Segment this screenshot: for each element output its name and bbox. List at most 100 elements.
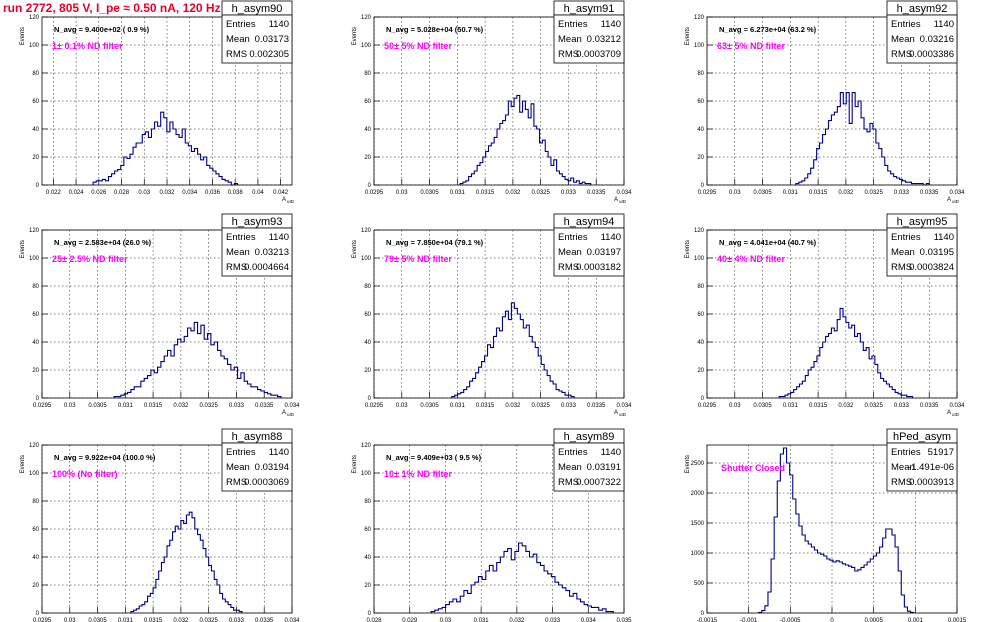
plot-frame (373, 229, 625, 399)
x-tick-label: 0.0315 (476, 190, 495, 196)
stat-label: Entries (891, 447, 921, 458)
histogram-panel-h_asym91: 0.0295 0.03 0.0305 0.031 0.0315 0.032 0.0325 0.… (352, 0, 632, 204)
filter-label: 100% (No filter) (52, 469, 118, 479)
x-tick-label: 0.026 (91, 190, 107, 196)
y-tick-label: 80 (32, 284, 39, 290)
stat-value: 1140 (269, 232, 289, 243)
stat-value: 0.0007322 (576, 477, 621, 488)
x-tick-label: 0.042 (273, 190, 289, 196)
x-tick-label: 0.034 (949, 403, 965, 409)
filter-label: 1± 0.1% ND filter (52, 41, 123, 51)
x-tick-label: 0.031 (783, 403, 799, 409)
x-tick-label: 0.028 (114, 190, 130, 196)
stat-value: 1140 (601, 19, 621, 30)
x-tick-label: 0.036 (205, 190, 221, 196)
x-tick-label: 0.033 (229, 403, 245, 409)
x-tick-label: 0.032 (838, 403, 854, 409)
y-axis-label: Events (352, 240, 358, 258)
stat-label: RMS (226, 262, 247, 273)
y-tick-label: 100 (694, 256, 705, 262)
y-tick-label: 0 (368, 396, 372, 402)
y-tick-label: 120 (361, 15, 372, 21)
y-tick-label: 100 (361, 256, 372, 262)
y-tick-label: 100 (361, 43, 372, 49)
filter-label: 50± 5% ND filter (384, 41, 452, 51)
y-tick-label: 80 (697, 71, 704, 77)
histogram-line (430, 542, 614, 613)
stat-value: 1140 (601, 447, 621, 458)
x-tick-label: 0.034 (581, 618, 597, 622)
y-tick-label: 100 (694, 43, 705, 49)
stat-value: 0.03194 (255, 462, 289, 473)
stat-label: Entries (226, 232, 256, 243)
x-tick-label: 0.024 (69, 190, 85, 196)
x-axis-label-main: A (282, 410, 286, 416)
x-tick-label: 0.0325 (199, 403, 218, 409)
x-tick-label: 0.034 (182, 190, 198, 196)
y-axis-label: Events (352, 455, 358, 473)
y-tick-label: 40 (697, 127, 704, 133)
stat-label: Mean (558, 34, 582, 45)
y-tick-label: 0 (368, 611, 372, 617)
x-tick-label: 0.033 (229, 618, 245, 622)
stat-label: RMS (558, 477, 579, 488)
x-tick-label: 0.031 (450, 403, 466, 409)
y-tick-label: 0 (701, 611, 705, 617)
histogram-title: h_asym92 (897, 3, 948, 15)
stat-label: RMS (558, 49, 579, 60)
y-axis-label: Events (20, 455, 26, 473)
filter-label: 10± 1% ND filter (384, 469, 452, 479)
x-tick-label: 0.001 (908, 618, 924, 622)
y-tick-label: 0 (36, 183, 40, 189)
canvas-title: run 2772, 805 V, I_pe ≈ 0.50 nA, 120 Hz (3, 1, 221, 15)
x-tick-label: 0.033 (545, 618, 561, 622)
stat-value: 1140 (934, 19, 954, 30)
x-axis-label-sub: uID (952, 412, 960, 417)
stats-box-bg (886, 227, 958, 277)
y-tick-label: 80 (364, 71, 371, 77)
y-axis-label: Events (352, 27, 358, 45)
filter-label: 25± 2.5% ND filter (52, 254, 128, 264)
x-axis-label-main: A (282, 197, 286, 203)
stat-value: 51917 (928, 447, 954, 458)
histogram-line (130, 511, 243, 613)
y-tick-label: 80 (32, 71, 39, 77)
navg-label: N_avg = 2.583e+04 (26.0 %) (54, 238, 152, 247)
histogram-panel-h_asym95: 0.0295 0.03 0.0305 0.031 0.0315 0.032 0.0325 0.… (685, 213, 965, 417)
y-tick-label: 60 (32, 527, 39, 533)
x-tick-label: 0.0305 (420, 190, 439, 196)
x-axis-label-main: A (947, 197, 951, 203)
histogram-title-box: h_asym90 (221, 0, 293, 16)
stat-value: 0.0003182 (576, 262, 621, 273)
stat-value: 0.03212 (587, 34, 621, 45)
x-tick-label: 0.031 (118, 618, 134, 622)
histogram-panel-h_asym93: 0.0295 0.03 0.0305 0.031 0.0315 0.032 0.0325 0.… (20, 213, 300, 417)
x-tick-label: 0.028 (366, 618, 382, 622)
x-tick-label: 0.03 (396, 190, 408, 196)
histogram-panel-h_asym90: 0.022 0.024 0.026 0.028 0.03 0.032 0.034 0.036 0… (20, 0, 295, 204)
y-tick-label: 0 (368, 183, 372, 189)
y-tick-label: 40 (364, 340, 371, 346)
histogram-title: h_asym93 (232, 216, 283, 228)
x-tick-label: 0.031 (118, 403, 134, 409)
y-tick-label: 0 (36, 396, 40, 402)
plot-frame (41, 229, 293, 399)
y-tick-label: 120 (361, 228, 372, 234)
y-tick-label: 100 (29, 471, 40, 477)
histogram-title-box: h_asym92 (886, 0, 958, 16)
filter-label: Shutter Closed (721, 463, 785, 473)
x-tick-label: 0.034 (616, 190, 632, 196)
stat-label: Entries (558, 447, 588, 458)
y-axis-label: Events (685, 240, 691, 258)
histogram-line (459, 94, 592, 185)
navg-label: N_avg = 9.400e+02 ( 0.9 %) (54, 25, 150, 34)
x-axis-label-main: A (614, 410, 618, 416)
histogram-line (451, 302, 575, 398)
plot-frame (706, 444, 958, 614)
stat-value: 0.0003824 (909, 262, 954, 273)
x-axis-label: AuID (947, 410, 960, 417)
x-axis-label-sub: uID (287, 199, 295, 204)
